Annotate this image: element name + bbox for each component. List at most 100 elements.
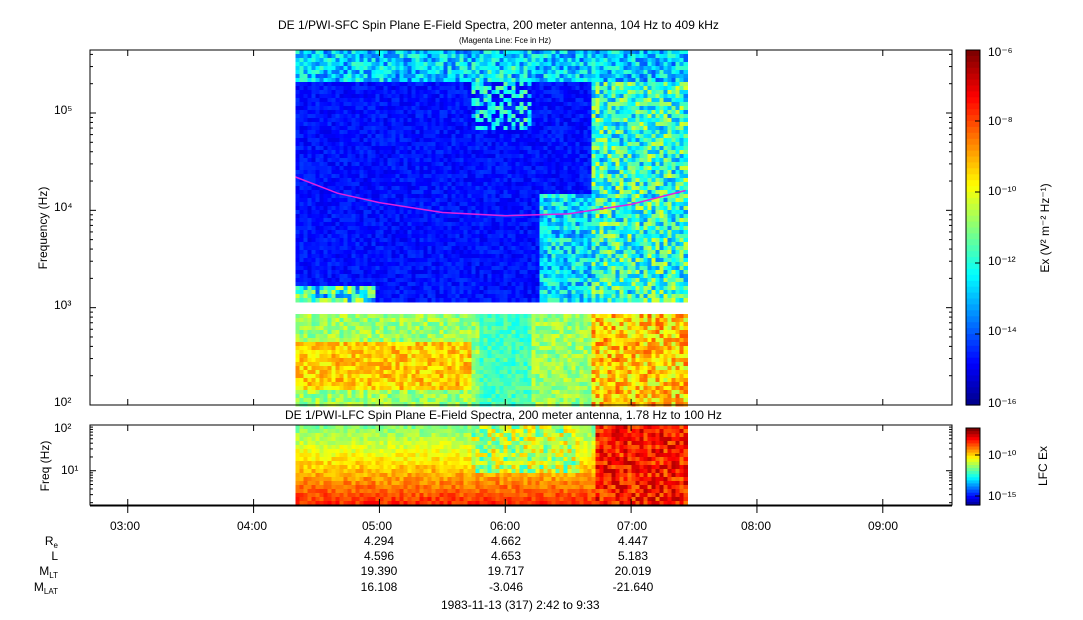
spectrogram-cell [451, 74, 456, 79]
spectrogram-cell [303, 278, 308, 283]
spectrogram-cell [355, 110, 360, 115]
spectrogram-cell [351, 90, 356, 95]
spectrogram-cell [383, 146, 388, 151]
spectrogram-cell [463, 102, 468, 107]
spectrogram-cell [327, 338, 332, 343]
spectrogram-cell [519, 322, 524, 327]
spectrogram-cell [367, 54, 372, 59]
spectrogram-cell [403, 66, 408, 71]
spectrogram-cell [323, 326, 328, 331]
spectrogram-cell [395, 134, 400, 139]
spectrogram-cell [387, 142, 392, 147]
spectrogram-cell [523, 90, 528, 95]
spectrogram-cell [399, 170, 404, 175]
spectrogram-cell [515, 278, 520, 283]
spectrogram-cell [323, 90, 328, 95]
spectrogram-cell [407, 342, 412, 347]
spectrogram-cell [423, 278, 428, 283]
spectrogram-cell [375, 374, 380, 379]
spectrogram-cell [447, 282, 452, 287]
spectrogram-cell [343, 90, 348, 95]
spectrogram-cell [363, 202, 368, 207]
spectrogram-cell [331, 254, 336, 259]
spectrogram-cell [523, 234, 528, 239]
spectrogram-cell [483, 390, 488, 395]
spectrogram-cell [375, 334, 380, 339]
spectrogram-cell [499, 110, 504, 115]
spectrogram-cell [395, 122, 400, 127]
spectrogram-cell [343, 58, 348, 63]
spectrogram-cell [315, 266, 320, 271]
spectrogram-cell [519, 54, 524, 59]
spectrogram-cell [359, 394, 364, 399]
spectrogram-cell [423, 182, 428, 187]
spectrogram-cell [379, 386, 384, 391]
spectrogram-cell [511, 102, 516, 107]
spectrogram-cell [459, 210, 464, 215]
spectrogram-cell [299, 366, 304, 371]
spectrogram-cell [523, 378, 528, 383]
spectrogram-cell [367, 270, 372, 275]
spectrogram-cell [395, 158, 400, 163]
spectrogram-cell [419, 70, 424, 75]
spectrogram-cell [367, 194, 372, 199]
spectrogram-cell [339, 354, 344, 359]
spectrogram-cell [307, 62, 312, 67]
spectrogram-cell [443, 90, 448, 95]
spectrogram-cell [391, 126, 396, 131]
spectrogram-cell [435, 150, 440, 155]
spectrogram-cell [367, 102, 372, 107]
spectrogram-cell [367, 258, 372, 263]
spectrogram-cell [419, 158, 424, 163]
spectrogram-cell [339, 110, 344, 115]
spectrogram-cell [415, 78, 420, 83]
spectrogram-cell [435, 278, 440, 283]
spectrogram-cell [427, 346, 432, 351]
spectrogram-cell [367, 226, 372, 231]
spectrogram-cell [503, 162, 508, 167]
spectrogram-cell [303, 70, 308, 75]
spectrogram-cell [355, 278, 360, 283]
spectrogram-cell [455, 174, 460, 179]
spectrogram-cell [447, 326, 452, 331]
spectrogram-cell [495, 278, 500, 283]
spectrogram-cell [335, 110, 340, 115]
spectrogram-cell [387, 66, 392, 71]
spectrogram-cell [319, 138, 324, 143]
spectrogram-cell [359, 186, 364, 191]
spectrogram-cell [511, 330, 516, 335]
spectrogram-cell [387, 154, 392, 159]
spectrogram-cell [339, 398, 344, 403]
spectrogram-cell [323, 202, 328, 207]
spectrogram-cell [495, 378, 500, 383]
spectrogram-cell [495, 318, 500, 323]
spectrogram-cell [331, 206, 336, 211]
spectrogram-cell [431, 94, 436, 99]
spectrogram-cell [507, 298, 512, 303]
spectrogram-cell [475, 202, 480, 207]
spectrogram-cell [355, 70, 360, 75]
spectrogram-cell [443, 138, 448, 143]
spectrogram-cell [307, 298, 312, 303]
spectrogram-cell [507, 358, 512, 363]
spectrogram-cell [483, 94, 488, 99]
spectrogram-cell [375, 150, 380, 155]
spectrogram-cell [331, 362, 336, 367]
spectrogram-cell [359, 202, 364, 207]
spectrogram-cell [311, 86, 316, 91]
spectrogram-cell [391, 266, 396, 271]
spectrogram-cell [467, 90, 472, 95]
spectrogram-cell [423, 394, 428, 399]
spectrogram-cell [303, 54, 308, 59]
spectrogram-cell [487, 246, 492, 251]
spectrogram-cell [307, 106, 312, 111]
spectrogram-cell [383, 234, 388, 239]
spectrogram-cell [455, 66, 460, 71]
spectrogram-cell [351, 206, 356, 211]
spectrogram-cell [483, 118, 488, 123]
spectrogram-cell [355, 274, 360, 279]
spectrogram-cell [347, 358, 352, 363]
spectrogram-cell [303, 402, 308, 407]
spectrogram-cell [523, 202, 528, 207]
spectrogram-cell [347, 402, 352, 407]
